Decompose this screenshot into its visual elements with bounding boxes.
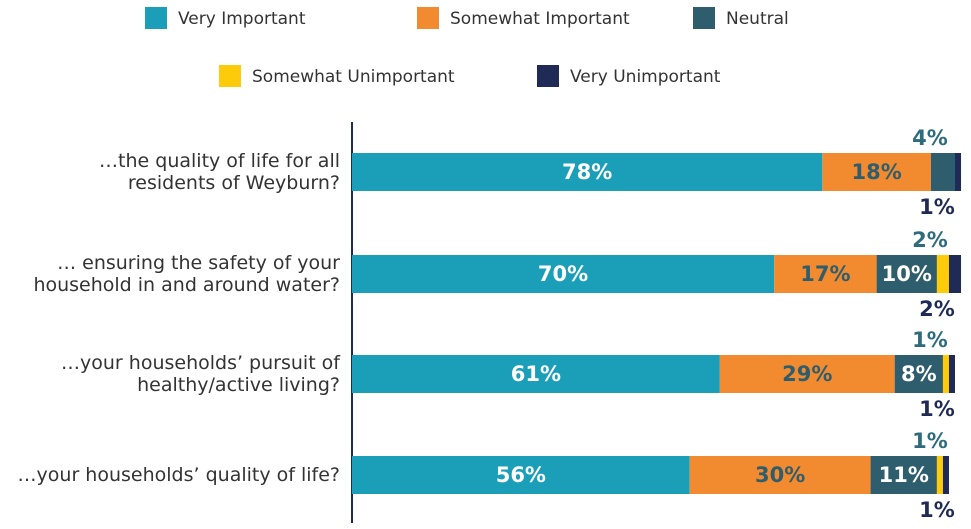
value-label: 18% [851, 160, 901, 184]
value-label: 2% [919, 297, 955, 321]
bar-segment [352, 456, 690, 494]
value-label: 70% [538, 262, 588, 286]
bar-segment [936, 255, 949, 293]
value-label: 1% [919, 195, 955, 219]
value-label: 17% [800, 262, 850, 286]
value-label: 4% [912, 126, 948, 150]
legend-label: Neutral [726, 9, 789, 29]
bar-segment [936, 456, 943, 494]
legend-label: Somewhat Unimportant [252, 67, 455, 87]
bar-segment [955, 153, 962, 191]
value-label: 8% [901, 362, 937, 386]
legend-swatch [417, 7, 439, 29]
legend-swatch [693, 7, 715, 29]
category-label: …the quality of life for all residents o… [99, 150, 340, 194]
value-label: 1% [912, 328, 948, 352]
legend-label: Very Unimportant [570, 67, 721, 87]
bar-segment [894, 355, 943, 393]
value-label: 10% [882, 262, 932, 286]
legend-swatch [219, 65, 241, 87]
value-label: 29% [782, 362, 832, 386]
bar-segment [930, 153, 955, 191]
value-label: 78% [562, 160, 612, 184]
value-label: 30% [755, 463, 805, 487]
bar-segment [948, 255, 962, 293]
value-label: 1% [912, 429, 948, 453]
value-label: 1% [919, 498, 955, 522]
bar-segment [942, 456, 949, 494]
bar-segment [352, 355, 720, 393]
bar-segment [870, 456, 937, 494]
legend-label: Very Important [178, 9, 306, 29]
category-label: … ensuring the safety of your household … [33, 252, 340, 296]
value-label: 61% [511, 362, 561, 386]
bar-segment [876, 255, 937, 293]
legend-label: Somewhat Important [450, 9, 630, 29]
bar-segment [774, 255, 877, 293]
category-label: …your households’ pursuit of healthy/act… [61, 352, 340, 396]
bar-segment [352, 153, 823, 191]
bar-segment [719, 355, 895, 393]
legend-swatch [145, 7, 167, 29]
legend-swatch [537, 65, 559, 87]
value-label: 56% [496, 463, 546, 487]
bar-segment [352, 255, 775, 293]
bar-segment [689, 456, 871, 494]
value-label: 11% [879, 463, 929, 487]
value-label: 1% [919, 397, 955, 421]
value-label: 2% [912, 228, 948, 252]
bar-segment [948, 355, 955, 393]
category-label: …your households’ quality of life? [17, 464, 340, 486]
bar-segment [822, 153, 931, 191]
bar-segment [942, 355, 949, 393]
